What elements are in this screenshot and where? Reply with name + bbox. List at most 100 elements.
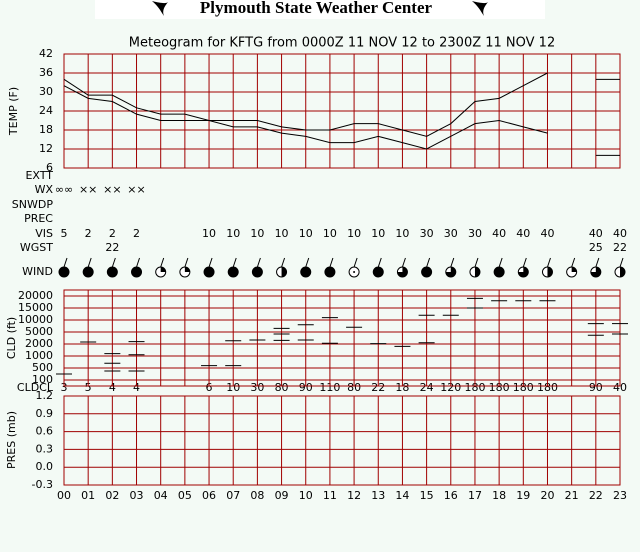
x-tick-label: 18 [492, 489, 506, 502]
row-value: 40 [613, 381, 627, 394]
row-value: 4 [109, 381, 116, 394]
y-tick-label: 2000 [25, 337, 53, 350]
row-value: 6 [206, 381, 213, 394]
row-value: 180 [464, 381, 485, 394]
row-value: 30 [250, 381, 264, 394]
wind-barb [571, 257, 576, 268]
x-tick-label: 17 [468, 489, 482, 502]
wind-barb [547, 257, 551, 268]
sky-cover [83, 267, 94, 277]
row-value: ∞∞ [55, 183, 73, 196]
x-tick-label: 21 [565, 489, 579, 502]
y-tick-label: 1000 [25, 349, 53, 362]
y-tick-label: 6 [46, 161, 53, 174]
y-tick-label: 15000 [18, 301, 53, 314]
sky-cover [252, 267, 263, 277]
wind-barb [426, 257, 431, 268]
row-value: 10 [347, 227, 361, 240]
x-tick-label: 04 [154, 489, 168, 502]
y-tick-label: 5000 [25, 325, 53, 338]
y-tick-label: 18 [39, 123, 53, 136]
panel-frame [63, 53, 621, 169]
row-value: 10 [226, 381, 240, 394]
wind-barb [329, 257, 334, 268]
row-value: 25 [589, 241, 603, 254]
wind-barb [450, 257, 455, 268]
sky-cover [59, 267, 69, 277]
panel-frame [63, 289, 621, 387]
row-value: 120 [440, 381, 461, 394]
y-tick-label: 0.6 [36, 425, 54, 438]
sky-cover [160, 267, 166, 272]
row-value: 10 [226, 227, 240, 240]
sky-cover [373, 267, 384, 277]
x-tick-label: 05 [178, 489, 192, 502]
wind-barb [281, 257, 286, 268]
header-box [95, 0, 545, 19]
x-tick-label: 03 [130, 489, 144, 502]
sky-cover [421, 267, 432, 277]
sky-cover [620, 267, 625, 277]
sky-cover [353, 271, 356, 273]
x-tick-label: 08 [250, 489, 264, 502]
sky-cover [324, 267, 335, 277]
wind-barb [377, 257, 382, 268]
row-value: 3 [61, 381, 68, 394]
x-tick-label: 16 [444, 489, 458, 502]
wind-barb [619, 257, 624, 268]
y-tick-label: 20000 [18, 289, 53, 302]
row-label: SNWDP [12, 198, 54, 211]
row-value: 30 [420, 227, 434, 240]
wind-barb [160, 257, 165, 268]
temp-line [63, 85, 620, 156]
y-axis-label: PRES (mb) [5, 411, 18, 469]
sky-cover [590, 267, 601, 277]
wind-barb [63, 257, 68, 268]
row-value: 180 [537, 381, 558, 394]
sky-cover [494, 267, 505, 277]
row-value: 5 [61, 227, 68, 240]
sky-cover [397, 267, 408, 277]
row-value: ×× [103, 183, 121, 196]
x-tick-label: 10 [299, 489, 313, 502]
x-tick-label: 12 [347, 489, 361, 502]
y-tick-label: 0.0 [36, 460, 54, 473]
sky-cover [228, 267, 239, 277]
y-axis-label: CLD (ft) [5, 317, 18, 359]
row-value: 80 [347, 381, 361, 394]
row-value: 22 [105, 241, 119, 254]
y-tick-label: 24 [39, 104, 53, 117]
y-tick-label: 100 [32, 373, 53, 386]
x-tick-label: 02 [105, 489, 119, 502]
panel-frame [63, 395, 621, 486]
y-tick-label: 0.3 [36, 442, 54, 455]
wind-barb [305, 257, 310, 268]
sky-cover [547, 267, 553, 277]
header-title: Plymouth State Weather Center [200, 0, 433, 17]
y-tick-label: 1.2 [36, 389, 54, 402]
sky-cover [184, 267, 190, 272]
row-value: 2 [109, 227, 116, 240]
wind-barb [353, 257, 358, 268]
row-value: 40 [492, 227, 506, 240]
y-tick-label: 42 [39, 47, 53, 60]
row-value: 40 [540, 227, 554, 240]
x-tick-label: 06 [202, 489, 216, 502]
sky-cover [571, 267, 577, 272]
x-tick-label: 23 [613, 489, 627, 502]
wind-barb [111, 257, 116, 268]
x-tick-label: 19 [516, 489, 530, 502]
y-axis-label: TEMP (F) [7, 87, 20, 136]
row-value: 5 [85, 381, 92, 394]
row-value: 40 [516, 227, 530, 240]
y-tick-label: 36 [39, 66, 53, 79]
wind-barb [401, 257, 406, 268]
y-tick-label: 10000 [18, 313, 53, 326]
x-tick-label: 00 [57, 489, 71, 502]
row-value: 10 [395, 227, 409, 240]
x-tick-label: 09 [275, 489, 289, 502]
temp-line [63, 72, 620, 137]
wind-barb [256, 257, 261, 268]
row-value: 180 [489, 381, 510, 394]
